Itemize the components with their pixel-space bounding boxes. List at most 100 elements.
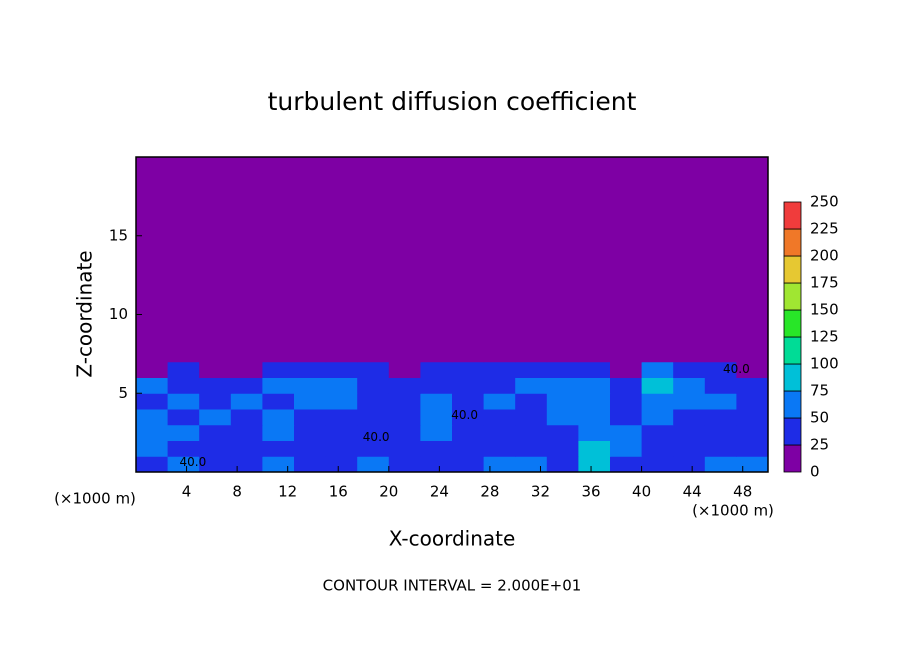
field-cell	[262, 220, 295, 237]
field-cell	[357, 409, 390, 426]
field-cell	[199, 330, 232, 347]
field-cell	[546, 298, 579, 315]
field-cell	[136, 330, 169, 347]
field-cell	[673, 456, 706, 473]
field-cell	[357, 298, 390, 315]
field-cell	[420, 409, 453, 426]
field-cell	[357, 314, 390, 331]
field-cell	[641, 346, 674, 363]
field-cell	[136, 204, 169, 221]
x-tick-label: 48	[733, 483, 752, 501]
x-tick-label: 24	[430, 483, 449, 501]
field-cell	[641, 251, 674, 268]
field-cell	[578, 298, 611, 315]
field-cell	[452, 157, 485, 174]
field-cell	[515, 314, 548, 331]
field-cell	[262, 314, 295, 331]
field-cell	[641, 424, 674, 441]
field-cell	[199, 377, 232, 394]
field-cell	[420, 157, 453, 174]
field-cell	[262, 346, 295, 363]
field-cell	[230, 377, 263, 394]
field-cell	[641, 330, 674, 347]
field-cell	[673, 188, 706, 205]
field-cell	[388, 204, 421, 221]
field-cell	[578, 393, 611, 410]
field-cell	[262, 188, 295, 205]
field-cell	[704, 330, 737, 347]
field-cell	[199, 298, 232, 315]
field-cell	[452, 330, 485, 347]
colorbar-segment	[783, 390, 802, 419]
field-cell	[199, 235, 232, 252]
field-cell	[673, 251, 706, 268]
field-cell	[199, 314, 232, 331]
field-cell	[452, 235, 485, 252]
field-cell	[515, 267, 548, 284]
field-cell	[357, 204, 390, 221]
field-cell	[736, 267, 769, 284]
field-cell	[357, 377, 390, 394]
field-cell	[294, 235, 327, 252]
field-cell	[294, 424, 327, 441]
field-cell	[420, 377, 453, 394]
colorbar-label: 125	[810, 328, 839, 346]
field-cell	[736, 346, 769, 363]
field-cell	[578, 314, 611, 331]
field-cell	[325, 283, 358, 300]
field-cell	[230, 267, 263, 284]
field-cell	[230, 409, 263, 426]
field-cell	[325, 157, 358, 174]
colorbar-label: 200	[810, 247, 839, 265]
field-cell	[294, 220, 327, 237]
field-cell	[136, 424, 169, 441]
y-tick-label: 15	[109, 226, 128, 244]
x-axis-label: X-coordinate	[389, 527, 516, 551]
field-cell	[325, 346, 358, 363]
field-cell	[736, 377, 769, 394]
field-cell	[262, 157, 295, 174]
field-cell	[294, 393, 327, 410]
field-cell	[610, 393, 643, 410]
field-cell	[167, 440, 200, 457]
field-cell	[483, 157, 516, 174]
field-cell	[452, 361, 485, 378]
field-cell	[294, 251, 327, 268]
colorbar-segment	[783, 363, 802, 392]
colorbar-segment	[783, 282, 802, 311]
field-cell	[230, 172, 263, 189]
field-cell	[483, 204, 516, 221]
contour-label: 40.0	[451, 408, 478, 422]
field-cell	[357, 330, 390, 347]
field-cell	[167, 361, 200, 378]
field-cell	[483, 409, 516, 426]
field-cell	[167, 377, 200, 394]
field-cell	[641, 393, 674, 410]
field-cell	[641, 298, 674, 315]
field-cell	[515, 330, 548, 347]
y-unit: (×1000 m)	[54, 490, 136, 508]
field-cell	[610, 346, 643, 363]
field-cell	[483, 393, 516, 410]
field-cell	[736, 440, 769, 457]
field-cell	[704, 235, 737, 252]
field-cell	[483, 251, 516, 268]
x-tick-label: 16	[329, 483, 348, 501]
field-cell	[136, 456, 169, 473]
field-cell	[325, 172, 358, 189]
field-cell	[546, 188, 579, 205]
field-cell	[641, 283, 674, 300]
field-cell	[578, 220, 611, 237]
field-cell	[452, 346, 485, 363]
y-axis-label: Z-coordinate	[73, 250, 97, 377]
field-cell	[388, 377, 421, 394]
field-cell	[167, 157, 200, 174]
field-cell	[325, 361, 358, 378]
field-cell	[546, 346, 579, 363]
field-cell	[420, 346, 453, 363]
field-cell	[420, 314, 453, 331]
field-cell	[673, 220, 706, 237]
field-cell	[736, 409, 769, 426]
field-cell	[325, 298, 358, 315]
field-cell	[388, 330, 421, 347]
